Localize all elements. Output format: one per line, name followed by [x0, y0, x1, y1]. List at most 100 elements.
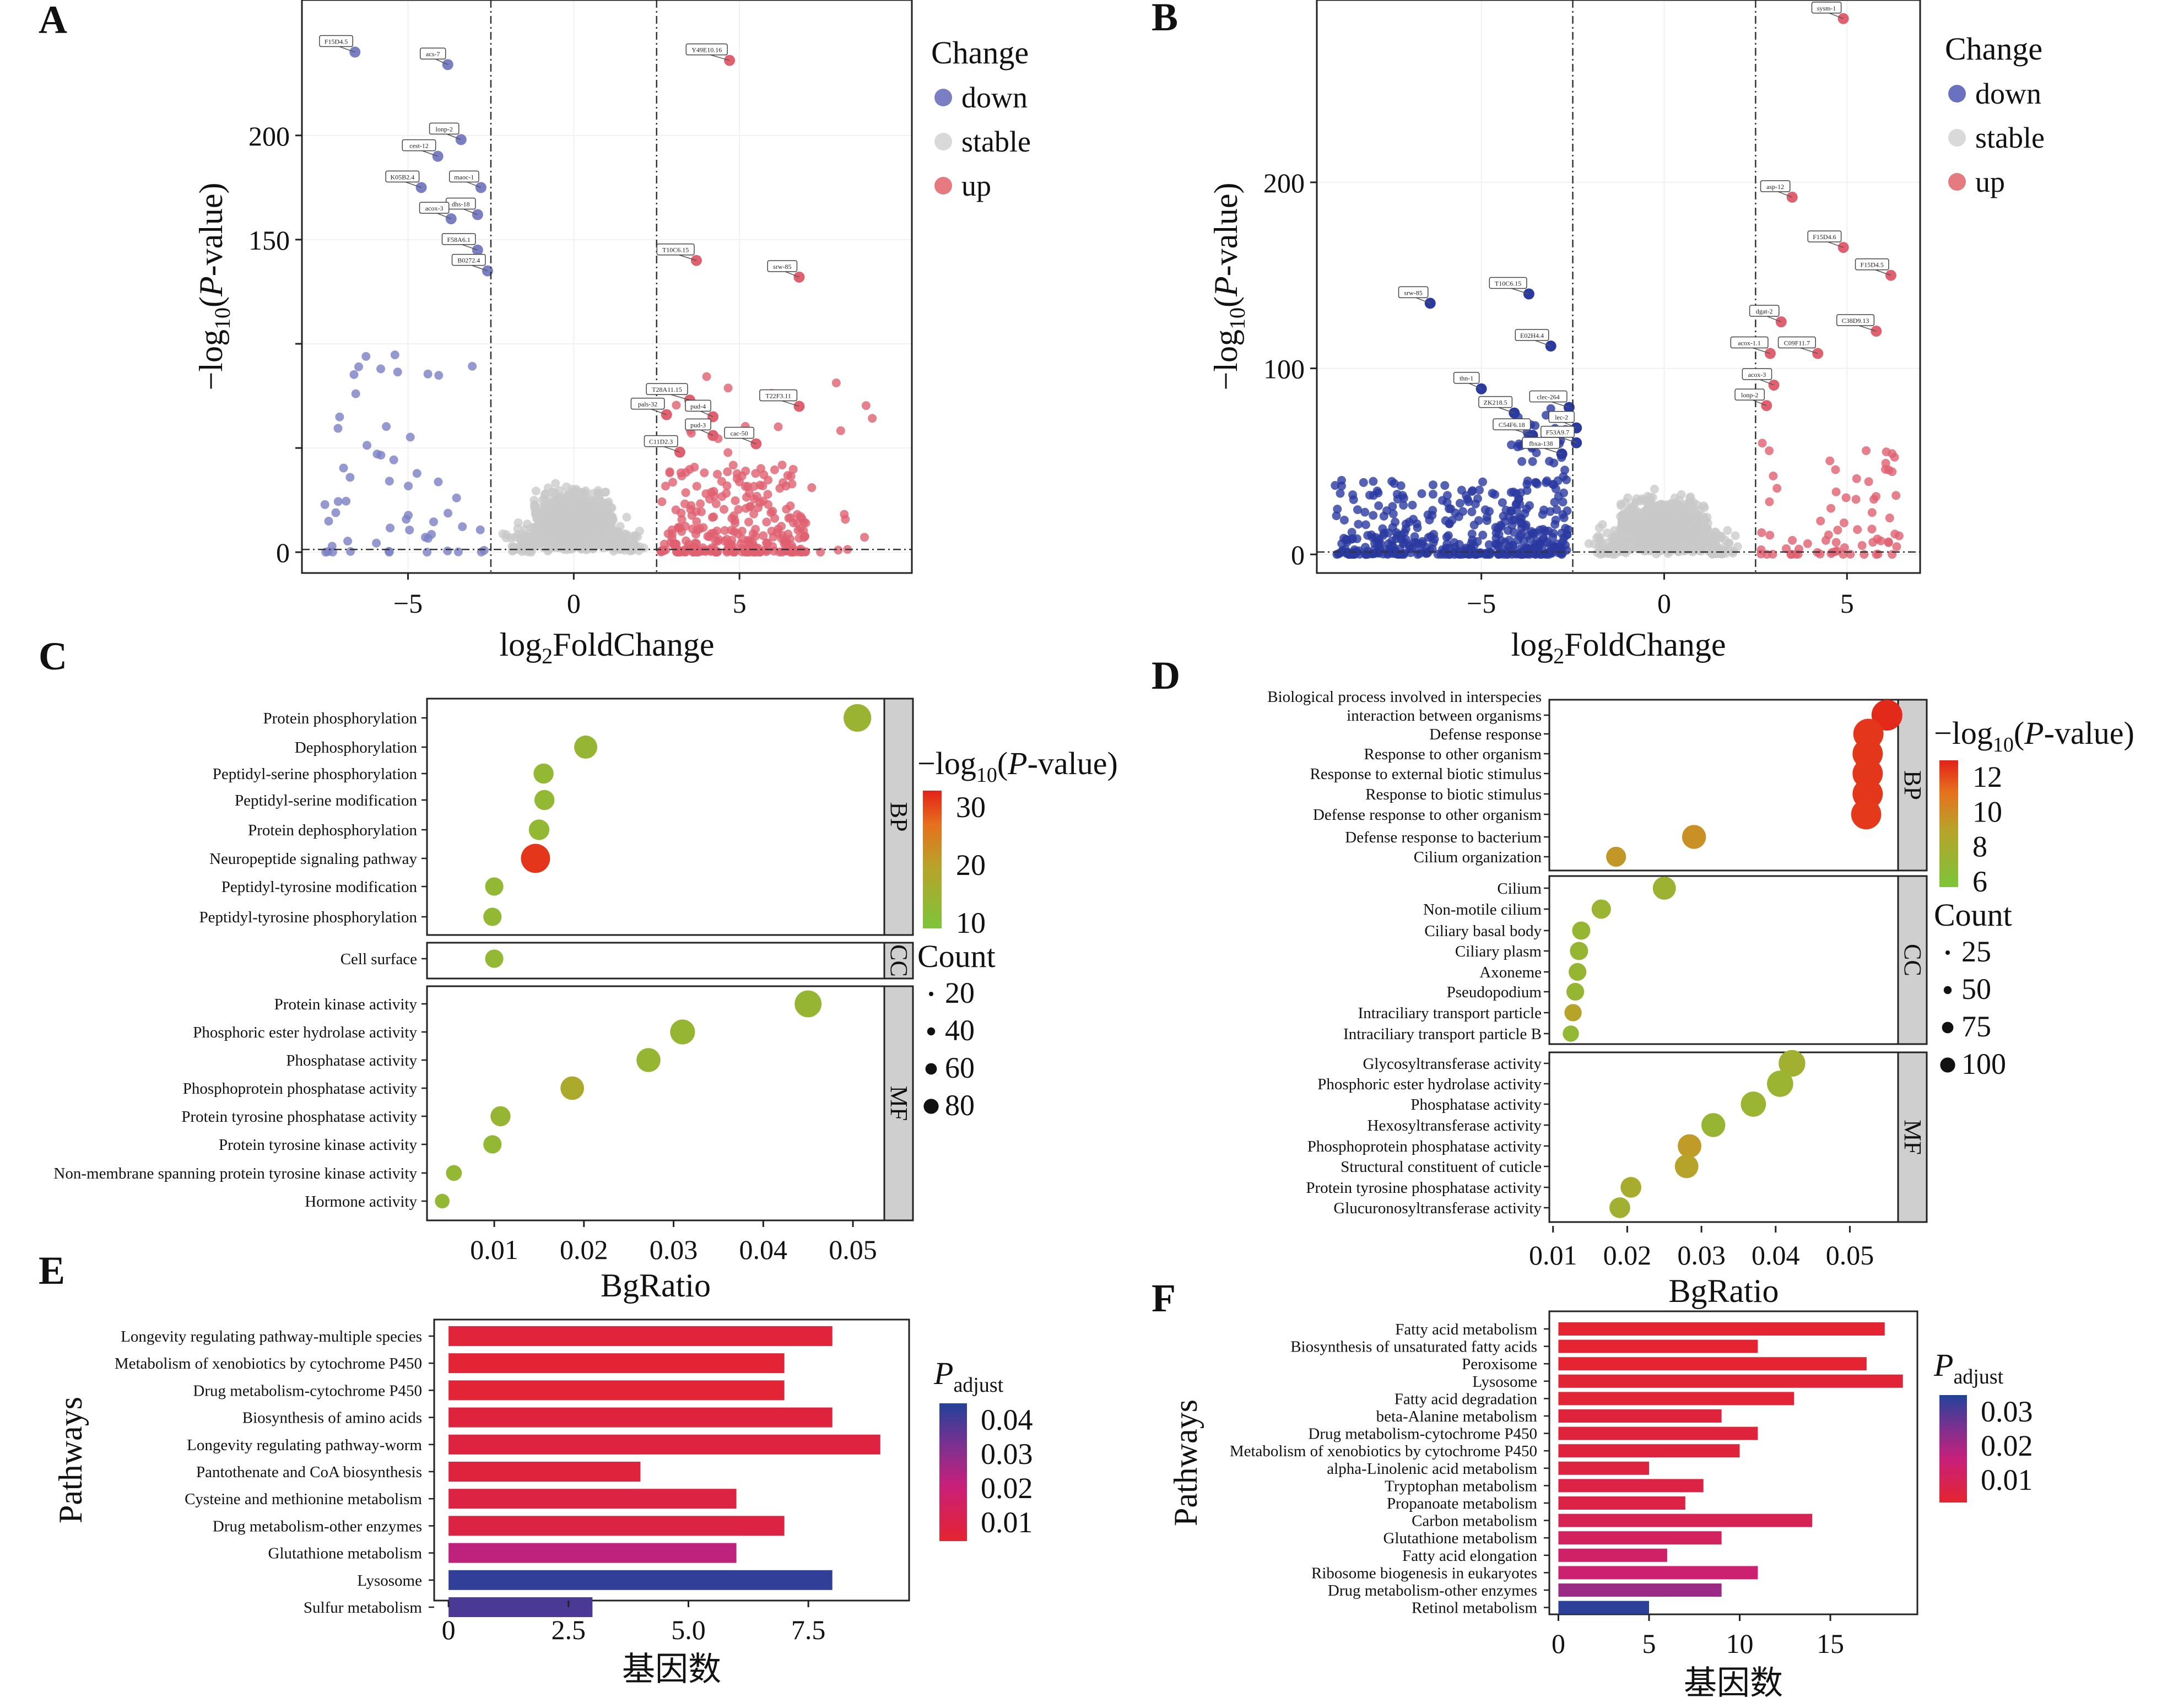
- term-dot: [1609, 1197, 1630, 1218]
- stable-point: [1622, 539, 1631, 549]
- gene-label-box: [448, 170, 479, 183]
- down-point: [351, 389, 360, 398]
- gene-label: ZK218.5: [1484, 399, 1507, 407]
- term-label: Protein phosphorylation: [263, 710, 417, 727]
- go-dotplot-d: BP Biological process involved in intersp…: [1267, 688, 2134, 1309]
- term-dot: [446, 1165, 462, 1181]
- color-legend-title: −log10(P-value): [917, 745, 1118, 787]
- pathway-label: Drug metabolism-cytochrome P450: [193, 1382, 422, 1399]
- x-tick-label: 10: [1726, 1628, 1754, 1659]
- term-label: Non-motile cilium: [1423, 901, 1542, 918]
- down-point: [331, 508, 340, 517]
- up-point: [1769, 471, 1778, 480]
- color-bar: [939, 1403, 967, 1541]
- down-point: [1518, 546, 1528, 555]
- legend-key: [1948, 85, 1966, 102]
- color-bar-label: 30: [956, 791, 986, 824]
- gene-label-box: [319, 35, 354, 47]
- down-point: [361, 352, 371, 361]
- down-point: [1347, 528, 1356, 537]
- size-legend-key: [1942, 1021, 1954, 1034]
- down-point: [1499, 511, 1508, 521]
- down-point: [1511, 515, 1520, 524]
- gene-label: K05B2.4: [391, 173, 415, 181]
- down-point: [1442, 532, 1451, 542]
- down-point: [1549, 458, 1559, 468]
- down-point: [1378, 524, 1387, 533]
- stable-point: [605, 526, 614, 535]
- size-legend-label: 20: [945, 976, 975, 1009]
- pathway-label: Ribosome biogenesis in eukaryotes: [1311, 1564, 1537, 1582]
- down-point: [1474, 516, 1483, 525]
- up-point: [727, 514, 737, 523]
- down-point: [327, 542, 337, 551]
- legend-label: down: [1975, 77, 2041, 110]
- pathway-bar: [448, 1462, 641, 1482]
- down-point: [333, 424, 343, 433]
- up-point: [702, 372, 711, 381]
- down-point: [376, 364, 386, 374]
- pathway-bar: [1558, 1514, 1813, 1527]
- pathway-label: Glutathione metabolism: [268, 1545, 423, 1563]
- up-point: [1846, 549, 1855, 559]
- down-point: [393, 367, 402, 377]
- down-point: [386, 523, 395, 533]
- x-axis-title: 基因数: [622, 1651, 721, 1688]
- gene-label-box: [451, 253, 486, 266]
- term-label: Phosphoprotein phosphatase activity: [183, 1080, 418, 1098]
- down-point: [404, 511, 413, 520]
- down-point: [372, 450, 382, 459]
- y-tick-label: 200: [248, 121, 290, 152]
- up-point: [699, 523, 708, 532]
- x-axis-title: log2FoldChange: [500, 626, 715, 668]
- legend-key: [1948, 173, 1966, 191]
- up-point: [1884, 537, 1893, 547]
- down-point: [1563, 506, 1572, 516]
- down-point: [444, 509, 453, 518]
- pathway-bar: [1558, 1357, 1867, 1371]
- stable-point: [531, 487, 540, 496]
- gene-label: pals-32: [638, 401, 657, 408]
- term-label: Glycosyltransferase activity: [1363, 1055, 1542, 1073]
- stable-point: [1656, 518, 1665, 528]
- up-point: [763, 490, 772, 499]
- gene-label: dgat-2: [1756, 307, 1773, 315]
- pathway-label: Biosynthesis of amino acids: [242, 1409, 422, 1427]
- down-point: [1523, 476, 1532, 485]
- down-point: [1359, 478, 1368, 487]
- up-point: [665, 467, 674, 477]
- term-label: Ciliary plasm: [1455, 943, 1542, 960]
- down-point: [1353, 505, 1363, 515]
- volcano-plot-b: sysm-1 asp-12 F15D4.6 F15D4.5 dgat-2 C38D9.13…: [1208, 0, 2045, 668]
- stable-point: [548, 513, 557, 522]
- up-point: [1765, 446, 1774, 456]
- x-tick-label: 0.01: [470, 1234, 518, 1265]
- down-point: [1513, 442, 1522, 452]
- up-point: [685, 464, 694, 474]
- color-bar-label: 6: [1972, 865, 1987, 898]
- term-label: Axoneme: [1479, 964, 1542, 981]
- stable-point: [590, 497, 599, 506]
- stable-point: [1651, 535, 1660, 544]
- pathway-label: Lysosome: [357, 1572, 422, 1590]
- legend-key: [934, 133, 952, 150]
- down-point: [1527, 548, 1536, 558]
- gene-label: srw-85: [773, 263, 791, 271]
- stable-point: [538, 517, 548, 526]
- down-point: [1478, 531, 1488, 540]
- x-tick-label: 2.5: [552, 1614, 586, 1645]
- down-point: [1559, 533, 1569, 543]
- x-tick-label: 0.01: [1529, 1240, 1577, 1271]
- down-point: [1382, 506, 1391, 515]
- gene-label-box: [685, 418, 711, 431]
- legend-key: [934, 89, 952, 106]
- stable-point: [562, 482, 571, 491]
- pathway-label: Metabolism of xenobiotics by cytochrome …: [115, 1355, 422, 1372]
- up-point: [768, 506, 777, 516]
- down-point: [1558, 548, 1568, 558]
- term-dot: [1570, 942, 1588, 960]
- stable-point: [581, 506, 590, 515]
- up-point: [1839, 518, 1848, 527]
- down-point: [429, 517, 438, 527]
- down-point: [468, 361, 477, 371]
